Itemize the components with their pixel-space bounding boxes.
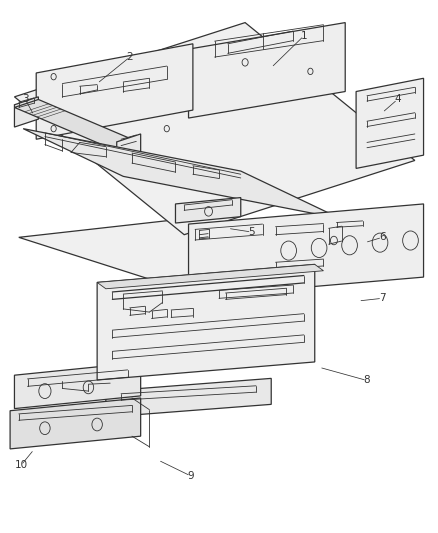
Text: 8: 8 xyxy=(364,375,370,385)
Polygon shape xyxy=(14,100,141,151)
Text: 3: 3 xyxy=(22,94,28,104)
Polygon shape xyxy=(36,44,193,139)
Polygon shape xyxy=(356,78,424,168)
Polygon shape xyxy=(14,97,39,127)
Text: 4: 4 xyxy=(394,94,401,104)
Polygon shape xyxy=(176,198,241,223)
Polygon shape xyxy=(10,398,141,449)
Text: 1: 1 xyxy=(300,31,307,41)
Text: 9: 9 xyxy=(187,471,194,481)
Text: 2: 2 xyxy=(127,52,133,62)
Text: 10: 10 xyxy=(14,461,28,470)
Text: 7: 7 xyxy=(379,293,385,303)
Polygon shape xyxy=(117,134,141,166)
Text: 6: 6 xyxy=(379,232,385,243)
Polygon shape xyxy=(188,22,345,118)
Polygon shape xyxy=(97,264,315,380)
Text: 5: 5 xyxy=(248,227,255,237)
Polygon shape xyxy=(14,22,415,235)
Polygon shape xyxy=(106,378,271,417)
Polygon shape xyxy=(19,219,358,293)
Polygon shape xyxy=(323,224,350,251)
Polygon shape xyxy=(188,204,424,297)
Polygon shape xyxy=(97,264,323,289)
Polygon shape xyxy=(14,362,141,409)
Polygon shape xyxy=(23,128,341,219)
